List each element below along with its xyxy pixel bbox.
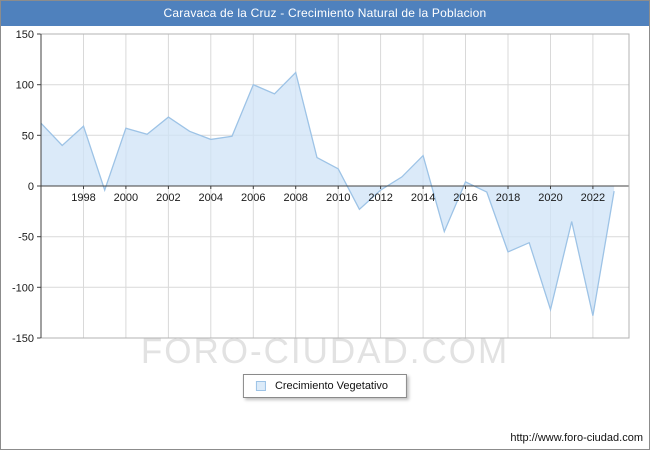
legend-series-marker-icon [255,381,266,391]
svg-text:2022: 2022 [581,192,605,204]
chart-title-bar: Caravaca de la Cruz - Crecimiento Natura… [1,1,649,26]
svg-text:2014: 2014 [411,192,435,204]
svg-text:1998: 1998 [71,192,95,204]
legend-series-label: Crecimiento Vegetativo [274,380,389,392]
svg-text:100: 100 [16,80,34,92]
svg-text:50: 50 [22,130,34,142]
svg-text:2020: 2020 [538,192,562,204]
svg-text:2018: 2018 [496,192,520,204]
svg-text:2000: 2000 [114,192,138,204]
svg-text:2002: 2002 [156,192,180,204]
svg-text:2008: 2008 [283,192,307,204]
svg-text:2016: 2016 [453,192,477,204]
svg-text:-50: -50 [18,232,34,244]
svg-text:2010: 2010 [326,192,350,204]
svg-text:-150: -150 [12,333,34,345]
footer-url-text: http://www.foro-ciudad.com [510,432,643,444]
svg-text:2004: 2004 [199,192,223,204]
chart-legend: Crecimiento Vegetativo [242,374,408,398]
svg-text:2006: 2006 [241,192,265,204]
svg-text:0: 0 [28,181,34,193]
svg-text:150: 150 [16,29,34,41]
svg-text:-100: -100 [12,282,34,294]
svg-text:2012: 2012 [368,192,392,204]
